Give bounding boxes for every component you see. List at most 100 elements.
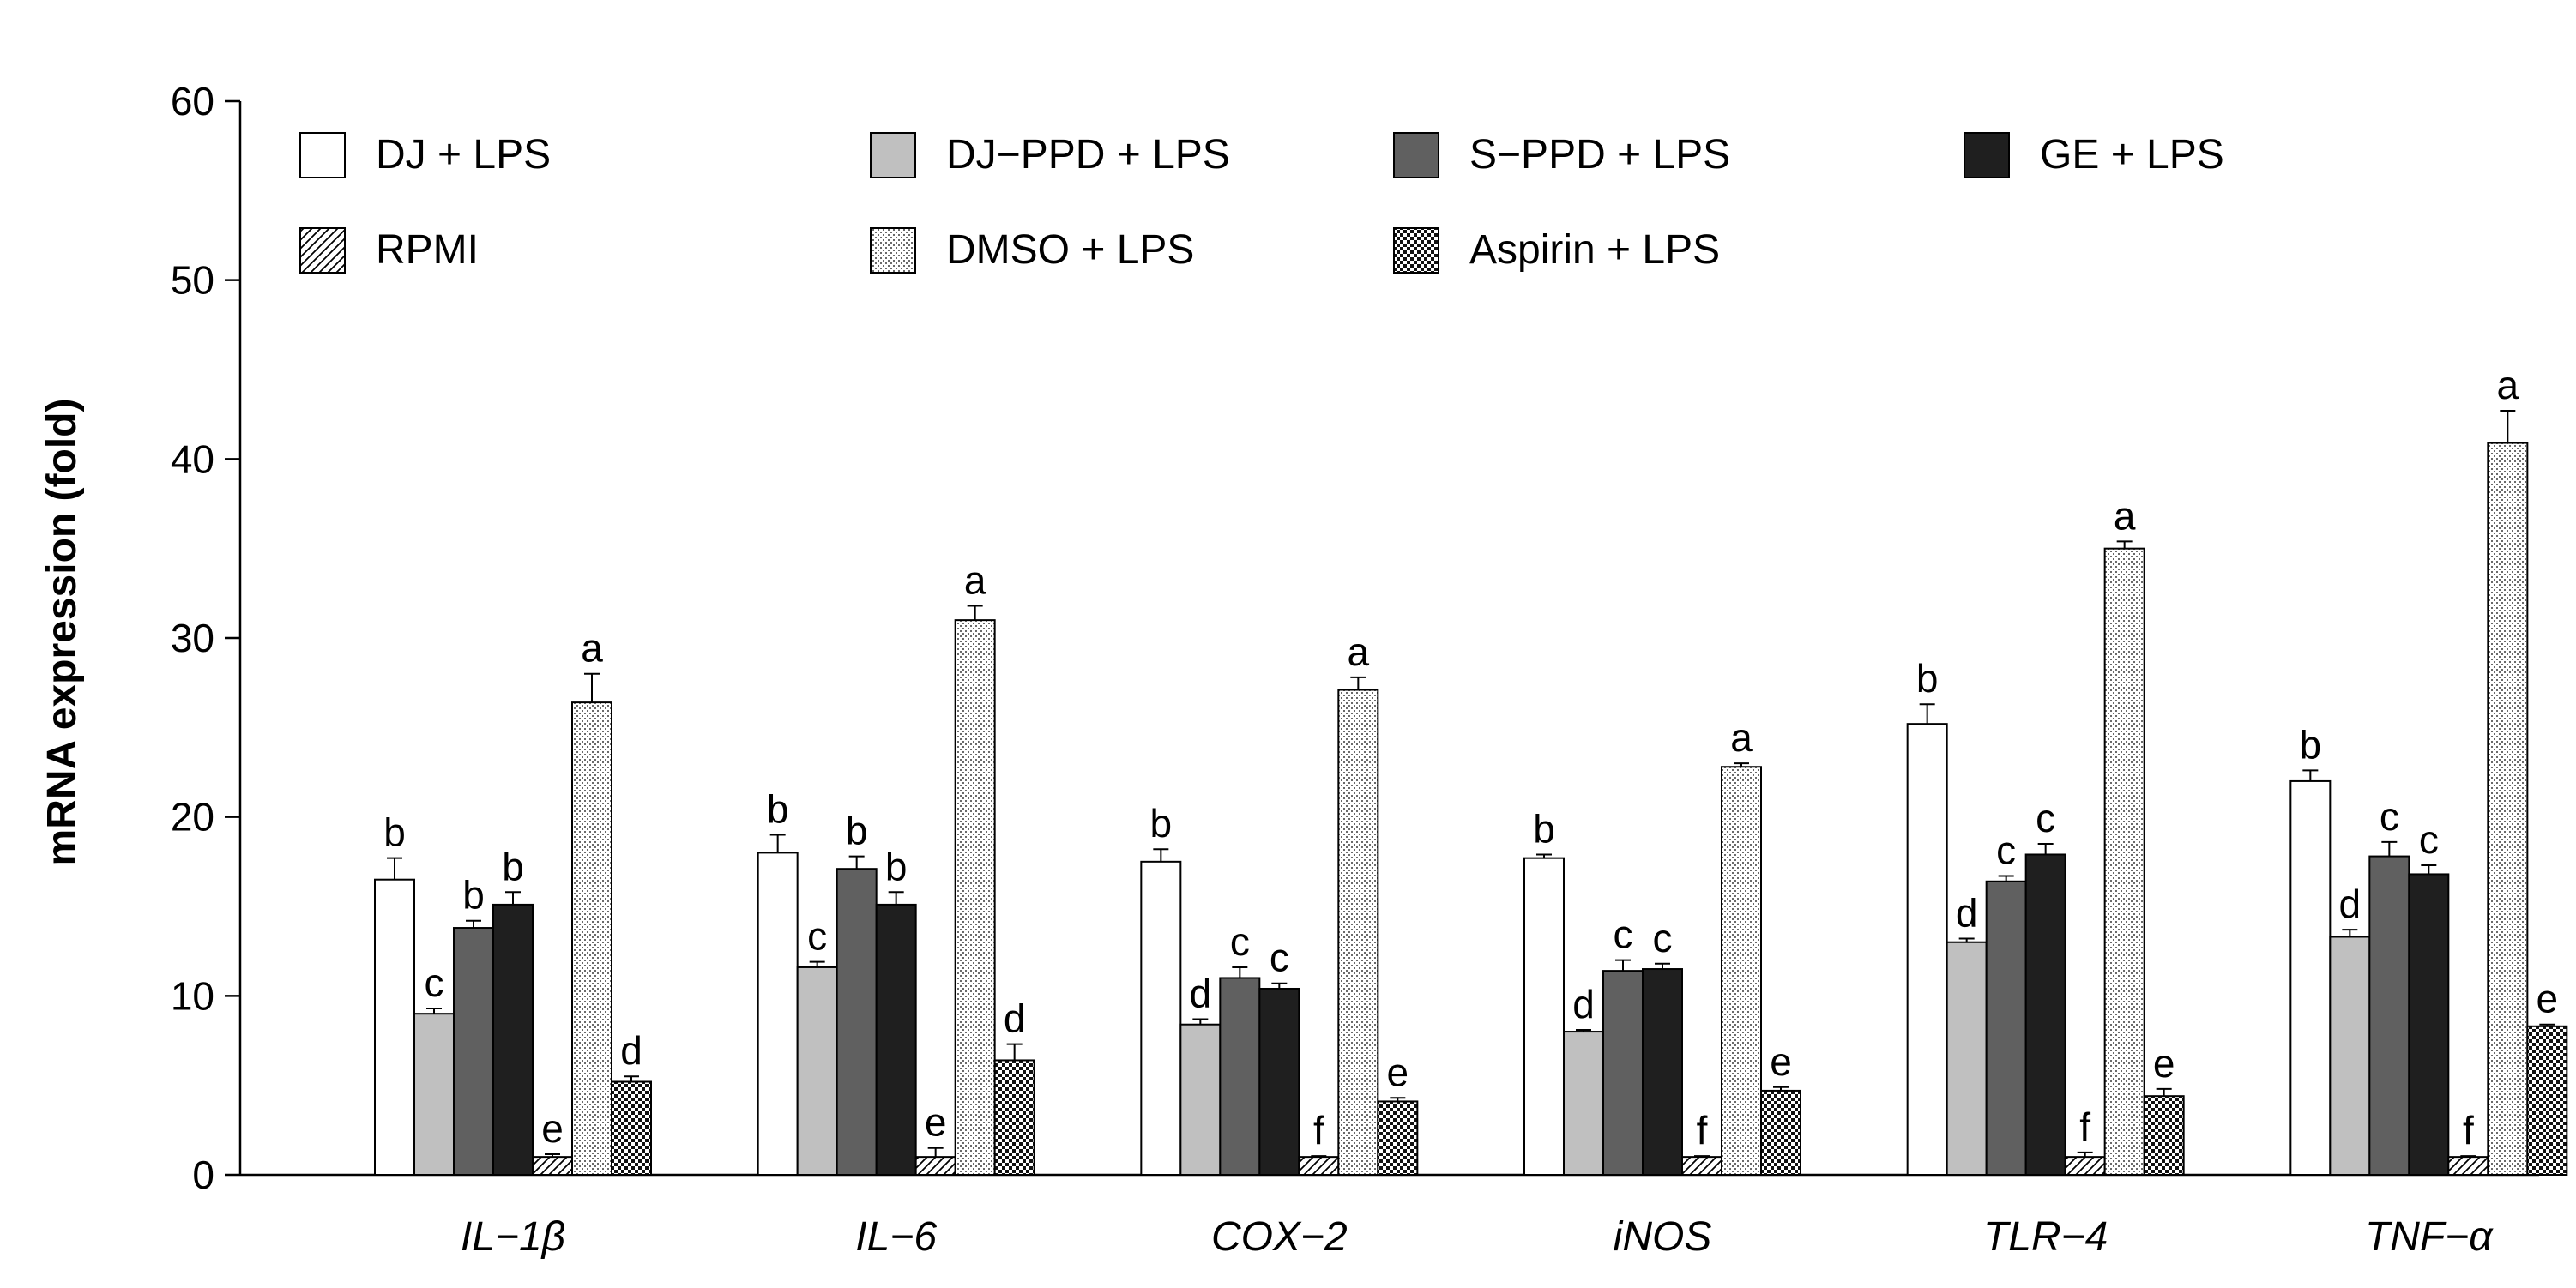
legend-label: S−PPD + LPS bbox=[1469, 132, 1730, 178]
legend-item: DJ + LPS bbox=[299, 132, 551, 178]
y-axis-title: mRNA expression (fold) bbox=[39, 399, 85, 866]
legend-swatch bbox=[299, 227, 346, 274]
y-tick-label: 50 bbox=[171, 258, 214, 303]
significance-label: a bbox=[2497, 363, 2519, 407]
significance-label: b bbox=[846, 809, 868, 853]
significance-label: e bbox=[541, 1106, 564, 1151]
bar bbox=[1563, 1031, 1604, 1176]
bar bbox=[1377, 1100, 1419, 1176]
significance-label: e bbox=[925, 1100, 947, 1145]
bar bbox=[1681, 1156, 1722, 1176]
significance-label: b bbox=[885, 844, 908, 888]
bar bbox=[1523, 857, 1565, 1176]
bar bbox=[571, 701, 612, 1176]
bar bbox=[1219, 977, 1261, 1177]
significance-label: e bbox=[2153, 1041, 2175, 1086]
legend-label: Aspirin + LPS bbox=[1469, 227, 1720, 273]
legend-label: DMSO + LPS bbox=[946, 227, 1194, 273]
significance-label: b bbox=[502, 844, 524, 888]
y-tick-label: 10 bbox=[171, 973, 214, 1018]
significance-label: d bbox=[1956, 891, 1978, 936]
bar bbox=[2526, 1025, 2568, 1176]
significance-label: c bbox=[2419, 817, 2439, 862]
significance-label: e bbox=[1387, 1050, 1409, 1094]
significance-label: c bbox=[2036, 796, 2055, 840]
category-label: COX−2 bbox=[1211, 1214, 1348, 1260]
legend-label: RPMI bbox=[376, 227, 479, 273]
significance-label: a bbox=[581, 626, 603, 671]
significance-label: f bbox=[1697, 1108, 1708, 1153]
significance-label: d bbox=[620, 1028, 642, 1073]
bar bbox=[836, 868, 878, 1176]
significance-label: b bbox=[767, 787, 789, 832]
significance-label: d bbox=[1004, 996, 1026, 1041]
legend-swatch bbox=[1393, 132, 1439, 178]
significance-label: e bbox=[1770, 1039, 1792, 1084]
significance-label: c bbox=[1230, 919, 1250, 964]
bar bbox=[1642, 968, 1683, 1176]
category-label: IL−6 bbox=[855, 1214, 937, 1260]
significance-label: e bbox=[2537, 977, 2559, 1021]
legend-swatch bbox=[1964, 132, 2010, 178]
bar bbox=[875, 903, 917, 1176]
significance-label: a bbox=[2114, 493, 2136, 538]
significance-label: f bbox=[2463, 1108, 2474, 1153]
category-label: IL−1β bbox=[461, 1214, 565, 1260]
bar bbox=[374, 878, 415, 1176]
significance-label: c bbox=[807, 914, 827, 959]
bar bbox=[1179, 1023, 1222, 1176]
category-label: iNOS bbox=[1614, 1214, 1712, 1260]
bar bbox=[914, 1156, 956, 1176]
bar bbox=[413, 1013, 455, 1176]
bar bbox=[532, 1156, 573, 1176]
bar bbox=[2289, 779, 2332, 1177]
y-tick-label: 0 bbox=[192, 1153, 214, 1197]
y-tick-label: 20 bbox=[171, 795, 214, 840]
y-tick-label: 30 bbox=[171, 616, 214, 660]
bar bbox=[1906, 723, 1948, 1176]
significance-label: c bbox=[425, 960, 444, 1005]
significance-label: f bbox=[2079, 1104, 2090, 1149]
bar bbox=[2329, 936, 2371, 1177]
significance-label: d bbox=[1190, 971, 1212, 1015]
significance-label: a bbox=[1348, 629, 1370, 674]
significance-label: b bbox=[2300, 722, 2322, 767]
legend-label: DJ + LPS bbox=[376, 132, 551, 178]
bar bbox=[1258, 987, 1300, 1177]
legend-item: Aspirin + LPS bbox=[1393, 227, 1720, 274]
legend-label: DJ−PPD + LPS bbox=[946, 132, 1230, 178]
bar bbox=[1337, 689, 1379, 1176]
significance-label: c bbox=[1996, 828, 2016, 873]
significance-label: a bbox=[964, 557, 986, 602]
significance-label: c bbox=[2380, 794, 2399, 839]
legend-item: S−PPD + LPS bbox=[1393, 132, 1730, 178]
legend-swatch bbox=[1393, 227, 1439, 274]
legend-item: GE + LPS bbox=[1964, 132, 2224, 178]
bar bbox=[492, 903, 534, 1176]
bar bbox=[1985, 880, 2027, 1176]
legend-item: DMSO + LPS bbox=[870, 227, 1194, 274]
significance-label: a bbox=[1730, 715, 1753, 760]
bar bbox=[2487, 442, 2529, 1176]
legend-swatch bbox=[870, 227, 916, 274]
significance-label: b bbox=[1533, 806, 1555, 851]
bar bbox=[1298, 1156, 1340, 1176]
bar bbox=[1760, 1089, 1801, 1176]
bar bbox=[993, 1059, 1035, 1177]
legend-swatch bbox=[870, 132, 916, 178]
significance-label: b bbox=[383, 810, 406, 855]
significance-label: d bbox=[2339, 882, 2362, 926]
significance-label: f bbox=[1313, 1108, 1324, 1153]
legend: DJ + LPS DJ−PPD + LPS S−PPD + LPS GE + LPS R… bbox=[299, 132, 2224, 274]
bar bbox=[1721, 766, 1762, 1176]
y-tick-label: 40 bbox=[171, 436, 214, 481]
bar bbox=[2143, 1095, 2185, 1176]
significance-label: b bbox=[462, 873, 485, 918]
significance-label: d bbox=[1572, 982, 1595, 1026]
legend-swatch bbox=[299, 132, 346, 178]
